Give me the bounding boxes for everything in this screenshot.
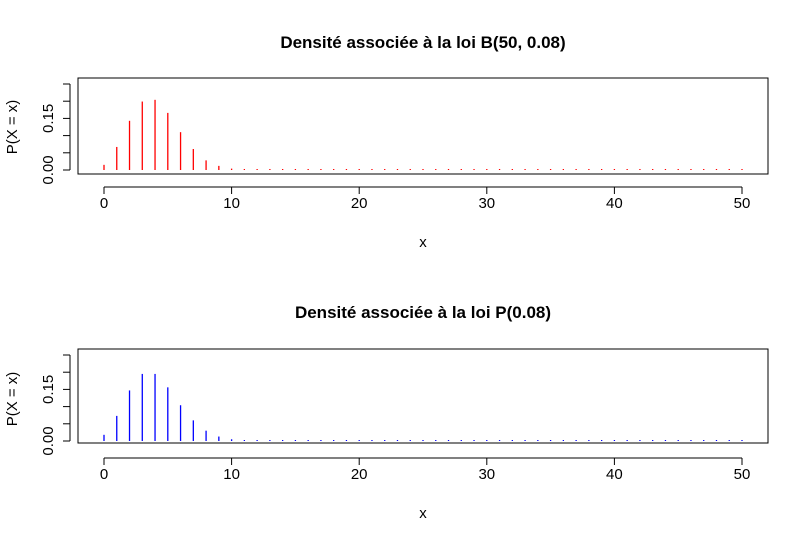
x-tick-label: 10 [223, 466, 240, 483]
y-tick-label: 0.15 [40, 375, 57, 404]
x-axis-label-poisson: x [419, 505, 427, 522]
y-tick-label: 0.15 [40, 104, 57, 133]
bars-binomial [103, 99, 743, 170]
y-tick-label: 0.00 [40, 155, 57, 184]
x-tick-label: 50 [734, 195, 751, 212]
y-axis-poisson: 0.00 0.15 [40, 354, 71, 456]
panel-poisson: Densité associée à la loi P(0.08) 0 10 20 3… [4, 303, 769, 522]
x-tick-label: 30 [478, 466, 495, 483]
x-tick-label: 40 [606, 195, 623, 212]
y-axis-binomial: 0.00 0.15 [40, 83, 71, 185]
x-axis-label-binomial: x [419, 234, 427, 251]
x-tick-label: 0 [100, 466, 108, 483]
panel-binomial: Densité associée à la loi B(50, 0.08) 0 1… [4, 33, 769, 251]
x-tick-label: 50 [734, 466, 751, 483]
x-axis-binomial: 0 10 20 30 40 50 [100, 186, 751, 212]
plot-box-binomial [77, 77, 769, 175]
plot-box-poisson [77, 348, 769, 444]
x-tick-label: 20 [351, 466, 368, 483]
x-axis-poisson: 0 10 20 30 40 50 [100, 457, 751, 483]
x-tick-label: 30 [478, 195, 495, 212]
x-tick-label: 20 [351, 195, 368, 212]
bars-poisson [103, 373, 743, 441]
x-tick-label: 10 [223, 195, 240, 212]
chart-title-binomial: Densité associée à la loi B(50, 0.08) [280, 33, 565, 52]
x-tick-label: 0 [100, 195, 108, 212]
y-axis-label-binomial: P(X = x) [4, 100, 21, 155]
y-axis-label-poisson: P(X = x) [4, 372, 21, 427]
y-tick-label: 0.00 [40, 426, 57, 455]
x-tick-label: 40 [606, 466, 623, 483]
chart-title-poisson: Densité associée à la loi P(0.08) [295, 303, 551, 322]
